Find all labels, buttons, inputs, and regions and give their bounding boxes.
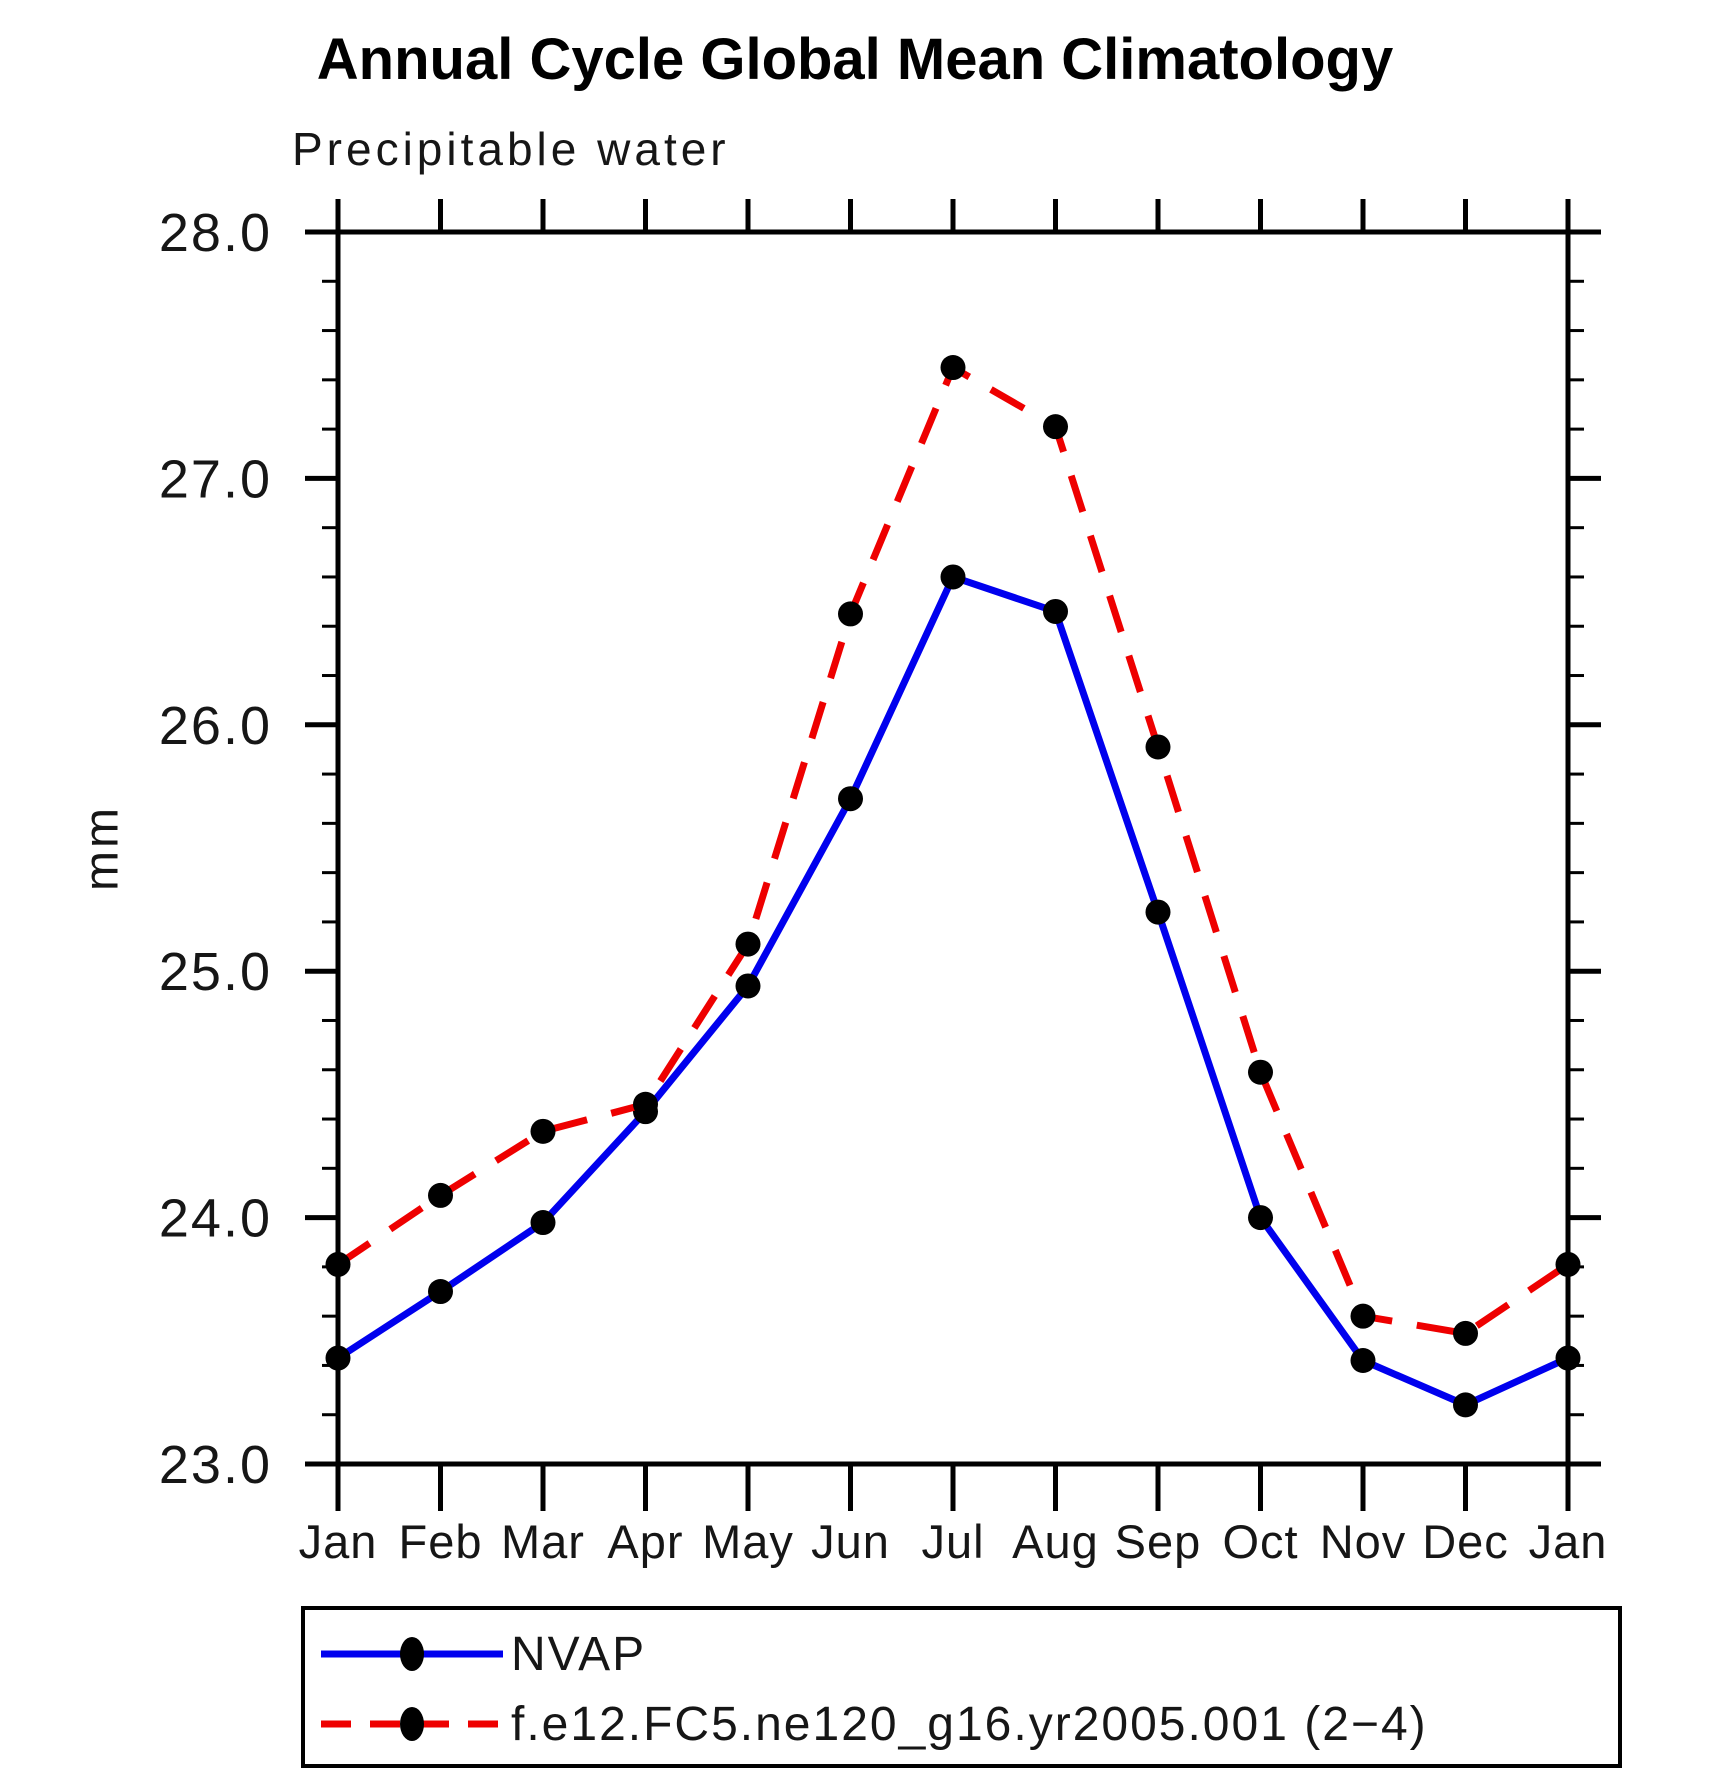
legend-label-nvap: NVAP <box>511 1627 647 1681</box>
svg-text:Oct: Oct <box>1222 1515 1298 1568</box>
legend: NVAP f.e12.FC5.ne120_g16.yr2005.001 (2−4… <box>301 1606 1622 1768</box>
legend-line-solid-icon <box>321 1637 503 1671</box>
series-markers-1 <box>325 355 1581 1346</box>
legend-item-nvap: NVAP <box>319 1628 646 1681</box>
svg-text:25.0: 25.0 <box>159 942 272 1002</box>
svg-text:Jun: Jun <box>811 1515 890 1568</box>
svg-text:May: May <box>702 1515 794 1568</box>
svg-text:Jan: Jan <box>299 1515 378 1568</box>
legend-line-dashed-icon <box>321 1707 503 1741</box>
svg-text:24.0: 24.0 <box>159 1189 272 1249</box>
chart-subtitle: Precipitable water <box>292 123 730 175</box>
svg-text:Jan: Jan <box>1529 1515 1608 1568</box>
series-line-0 <box>336 572 1570 1409</box>
svg-text:Nov: Nov <box>1320 1515 1407 1568</box>
svg-text:28.0: 28.0 <box>159 203 272 263</box>
y-tick-labels: 23.0 24.0 25.0 26.0 27.0 28.0 <box>159 203 272 1495</box>
svg-text:Feb: Feb <box>399 1515 483 1568</box>
svg-text:Sep: Sep <box>1115 1515 1202 1568</box>
axis-frame <box>335 229 1571 1467</box>
svg-text:Dec: Dec <box>1422 1515 1509 1568</box>
legend-item-model: f.e12.FC5.ne120_g16.yr2005.001 (2−4) <box>319 1698 1428 1751</box>
y-ticks <box>305 229 1601 1467</box>
svg-text:23.0: 23.0 <box>159 1435 272 1495</box>
series-line-1 <box>336 362 1570 1338</box>
svg-text:Aug: Aug <box>1012 1515 1099 1568</box>
svg-text:Mar: Mar <box>501 1515 585 1568</box>
x-ticks <box>335 199 1571 1511</box>
svg-text:Jul: Jul <box>921 1515 984 1568</box>
legend-label-model: f.e12.FC5.ne120_g16.yr2005.001 (2−4) <box>511 1697 1428 1751</box>
svg-text:26.0: 26.0 <box>159 696 272 756</box>
svg-text:27.0: 27.0 <box>159 449 272 509</box>
x-tick-labels: Jan Feb Mar Apr May Jun Jul Aug Sep Oct Nov Dec Jan <box>299 1515 1608 1568</box>
chart-title: Annual Cycle Global Mean Climatology <box>316 27 1394 92</box>
svg-text:Apr: Apr <box>607 1515 683 1568</box>
series-markers-0 <box>325 564 1581 1418</box>
